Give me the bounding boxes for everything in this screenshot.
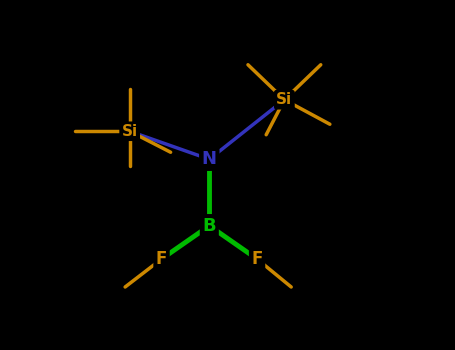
Text: Si: Si	[276, 92, 293, 107]
Text: N: N	[202, 150, 217, 168]
Text: F: F	[251, 250, 263, 268]
Text: F: F	[156, 250, 167, 268]
Text: Si: Si	[121, 124, 138, 139]
Text: B: B	[202, 217, 216, 235]
